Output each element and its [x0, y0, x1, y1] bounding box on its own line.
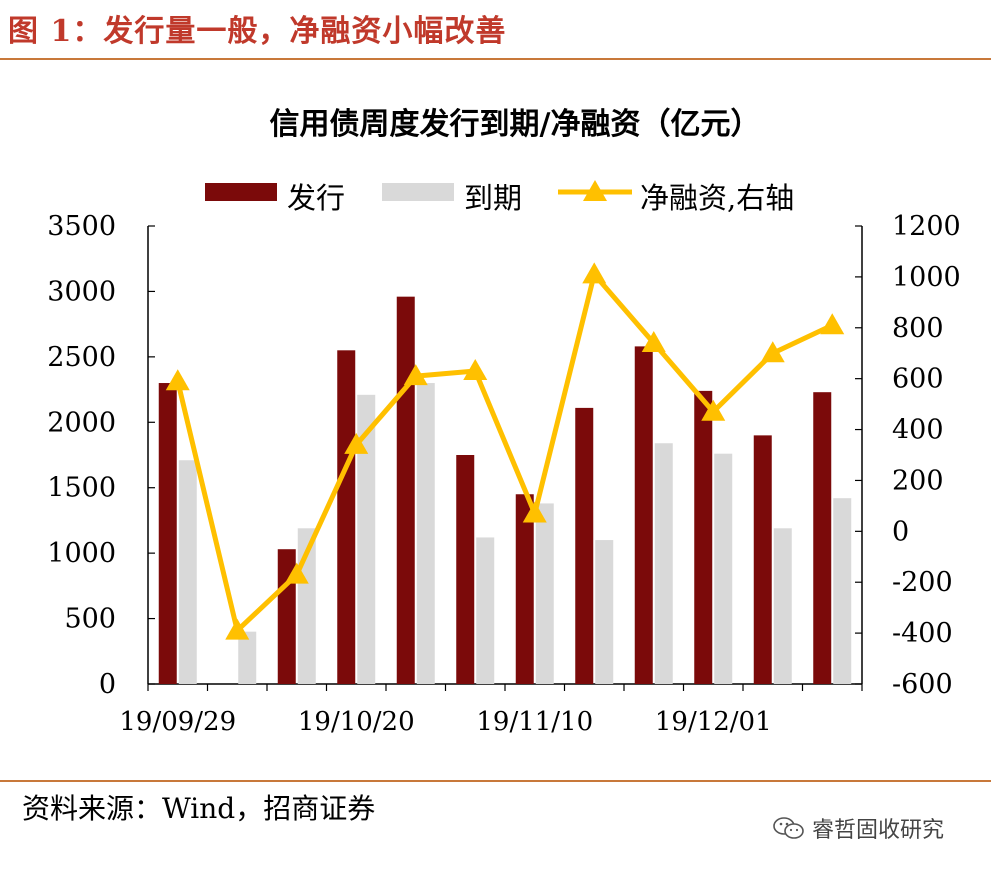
maturity-bar — [595, 540, 614, 684]
legend: 发行 到期 净融资,右轴 — [205, 180, 794, 215]
legend-swatch-issuance — [205, 183, 277, 201]
issuance-bar — [575, 407, 594, 684]
right-tick-label: 0 — [892, 516, 909, 547]
maturity-bar — [714, 453, 733, 684]
right-tick-label: 600 — [892, 364, 944, 395]
net-financing-point — [522, 501, 547, 523]
figure-title: 图 1：发行量一般，净融资小幅改善 — [8, 14, 507, 49]
maturity-bar — [773, 528, 792, 684]
maturity-bar — [535, 503, 554, 684]
issuance-bar — [456, 455, 475, 684]
wechat-icon — [773, 817, 804, 839]
right-tick-label: 800 — [892, 313, 944, 344]
maturity-bar — [833, 498, 852, 684]
net-financing-point — [344, 432, 369, 454]
credit-bond-chart: 信用债周度发行到期/净融资（亿元） 发行 到期 净融资,右轴 0 500 1000 150… — [47, 107, 960, 737]
net-financing-point — [165, 369, 190, 391]
axes: 0500100015002000250030003500-600-400-200… — [47, 211, 960, 737]
legend-label-issuance: 发行 — [287, 181, 345, 215]
x-tick-label: 19/11/10 — [476, 707, 593, 737]
net-financing-point — [284, 562, 309, 584]
net-financing-point — [701, 399, 726, 421]
net-financing-point — [582, 262, 607, 284]
right-tick-label: 1000 — [892, 262, 961, 293]
left-tick-label: 500 — [64, 604, 116, 635]
maturity-bar — [238, 631, 257, 684]
left-tick-label: 2000 — [47, 407, 116, 438]
x-tick-label: 19/09/29 — [119, 707, 236, 737]
maturity-bar — [416, 383, 435, 684]
bottom-divider — [0, 780, 991, 782]
left-tick-label: 2500 — [47, 342, 116, 373]
chart-title: 信用债周度发行到期/净融资（亿元） — [270, 107, 761, 142]
net-financing-point — [403, 364, 428, 386]
left-tick-label: 3000 — [47, 276, 116, 307]
right-tick-label: -600 — [892, 669, 953, 700]
net-financing-point — [641, 331, 666, 353]
x-tick-label: 19/10/20 — [298, 707, 415, 737]
left-tick-label: 3500 — [47, 211, 116, 242]
x-tick-label: 19/12/01 — [655, 707, 772, 737]
right-tick-label: -200 — [892, 567, 953, 598]
right-tick-label: 400 — [892, 415, 944, 446]
maturity-bar — [654, 443, 673, 684]
right-tick-label: -400 — [892, 618, 953, 649]
watermark: 睿哲固收研究 — [772, 812, 944, 844]
net-financing-line — [165, 262, 845, 640]
legend-label-net: 净融资,右轴 — [640, 181, 794, 215]
watermark-text: 睿哲固收研究 — [812, 818, 945, 843]
issuance-bar — [694, 390, 713, 684]
issuance-bar — [396, 296, 415, 684]
net-financing-polyline — [175, 271, 834, 634]
maturity-bar — [357, 394, 376, 684]
right-tick-label: 200 — [892, 465, 944, 496]
maturity-bar — [178, 460, 197, 684]
issuance-bar — [515, 494, 534, 684]
left-tick-label: 1500 — [47, 473, 116, 504]
issuance-bar — [158, 383, 177, 684]
issuance-bar — [813, 392, 832, 684]
left-tick-label: 0 — [99, 669, 116, 700]
net-financing-point — [225, 618, 250, 640]
issuance-bar — [753, 435, 772, 684]
issuance-bar — [337, 350, 356, 684]
legend-swatch-maturity — [382, 183, 454, 201]
issuance-bar — [634, 346, 653, 684]
right-tick-label: 1200 — [892, 211, 961, 242]
net-financing-point — [463, 359, 488, 381]
top-divider — [0, 58, 991, 60]
net-financing-point — [760, 341, 785, 363]
legend-marker-net — [583, 180, 607, 201]
bars — [158, 296, 852, 684]
left-tick-label: 1000 — [47, 538, 116, 569]
source-note: 资料来源：Wind，招商证券 — [22, 792, 376, 825]
legend-label-maturity: 到期 — [464, 181, 522, 215]
maturity-bar — [476, 537, 495, 684]
net-financing-point — [820, 313, 845, 335]
